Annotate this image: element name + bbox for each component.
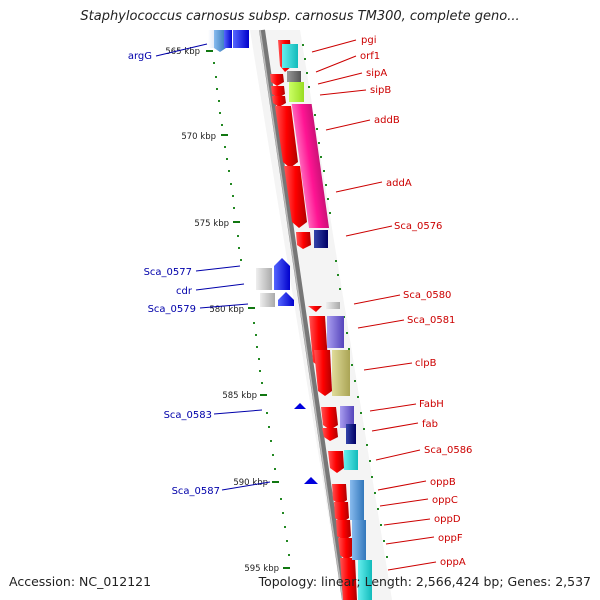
- label-addA: addA: [386, 178, 412, 189]
- gene-Sca_0586-red: [328, 451, 344, 473]
- gene-Sca_0586-cog: [344, 450, 358, 470]
- gene-cdr: [274, 258, 290, 290]
- gene-argG[interactable]: [208, 30, 249, 52]
- ruler-label-590: 590 kbp: [233, 478, 268, 488]
- strand-two-genes[interactable]: [282, 44, 372, 600]
- map-title: Staphylococcus carnosus subsp. carnosus …: [80, 9, 520, 24]
- label-sipA: sipA: [366, 68, 387, 79]
- gene-clpB-cog: [332, 350, 350, 396]
- right-labels: pgi orf1 sipA sipB addB addA Sca_0576 Sc…: [360, 35, 472, 568]
- ruler-ticks-left: [213, 62, 290, 556]
- gene-Sca_0583: [294, 403, 306, 409]
- gene-sipA: [271, 86, 285, 98]
- label-Sca_0587: Sca_0587: [172, 486, 220, 497]
- ruler-label-565: 565 kbp: [165, 47, 200, 57]
- gene-oppD-cog: [352, 520, 366, 560]
- label-oppA: oppA: [440, 557, 466, 568]
- gene-orf1-cog: [287, 71, 301, 82]
- label-Sca_0579: Sca_0579: [148, 304, 196, 315]
- label-clpB: clpB: [415, 358, 437, 369]
- gene-Sca_0580-red: [308, 306, 322, 312]
- gene-oppF-red: [338, 538, 354, 560]
- ruler-label-595: 595 kbp: [244, 564, 279, 574]
- label-Sca_0581: Sca_0581: [407, 315, 455, 326]
- gene-Sca_0576: [296, 232, 311, 249]
- label-Sca_0583: Sca_0583: [164, 410, 212, 421]
- ruler-label-575: 575 kbp: [194, 219, 229, 229]
- gene-oppD-red: [336, 520, 351, 541]
- label-sipB: sipB: [370, 85, 391, 96]
- gene-Sca_0579-grey: [260, 293, 275, 307]
- gene-FabH-cog: [340, 406, 354, 428]
- label-addB: addB: [374, 115, 400, 126]
- label-Sca_0576: Sca_0576: [394, 221, 442, 232]
- left-strand-genes[interactable]: [256, 258, 318, 484]
- gene-Sca_0580-cog: [326, 302, 340, 309]
- gene-fab-red: [322, 428, 338, 441]
- label-fab: fab: [422, 419, 438, 430]
- gene-oppB-red: [332, 484, 347, 505]
- gene-Sca_0579: [278, 292, 294, 306]
- right-leaders: [311, 39, 437, 571]
- gene-addB-cog: [291, 104, 330, 228]
- gene-oppA-cog: [358, 560, 372, 600]
- track-band: [250, 30, 392, 600]
- gene-orf1: [270, 74, 284, 86]
- accession-label: Accession: NC_012121: [9, 574, 152, 589]
- label-oppD: oppD: [434, 514, 461, 525]
- gene-sipB: [272, 96, 286, 107]
- gene-clpB-red: [314, 350, 332, 396]
- strand-one-genes[interactable]: [270, 40, 357, 600]
- ruler-ticks-right: [302, 44, 388, 558]
- gene-Sca_0576-cog: [314, 230, 328, 248]
- gene-addB: [275, 106, 298, 168]
- kbp-ruler: 565 kbp 570 kbp 575 kbp 580 kbp 585 kbp …: [165, 47, 290, 574]
- label-Sca_0577: Sca_0577: [144, 267, 192, 278]
- chromosome-highlight: [259, 29, 344, 600]
- gene-pgi-cog: [282, 44, 298, 68]
- chromosome-line: [259, 29, 348, 600]
- gene-oppB-cog: [350, 480, 364, 520]
- left-leaders: [155, 43, 271, 491]
- ruler-label-570: 570 kbp: [181, 132, 216, 142]
- ruler-label-580: 580 kbp: [209, 305, 244, 315]
- gene-Sca_0587: [304, 477, 318, 484]
- gene-sipB-cog: [289, 82, 304, 102]
- label-oppF: oppF: [438, 533, 463, 544]
- label-Sca_0586: Sca_0586: [424, 445, 472, 456]
- label-cdr: cdr: [176, 286, 193, 297]
- gene-fab-cog: [346, 424, 356, 444]
- gene-addA: [284, 166, 307, 228]
- left-labels: argG Sca_0577 cdr Sca_0579 Sca_0583 Sca_…: [128, 51, 220, 497]
- label-pgi: pgi: [361, 35, 376, 46]
- label-orf1: orf1: [360, 51, 380, 62]
- gene-Sca_0577: [256, 268, 272, 290]
- label-oppB: oppB: [430, 477, 456, 488]
- label-argG: argG: [128, 51, 152, 62]
- label-FabH: FabH: [419, 399, 444, 410]
- gene-FabH-red: [321, 407, 338, 430]
- genome-summary: Topology: linear; Length: 2,566,424 bp; …: [258, 574, 591, 589]
- ruler-label-585: 585 kbp: [222, 391, 257, 401]
- gene-oppC-red: [334, 502, 349, 523]
- label-oppC: oppC: [432, 495, 458, 506]
- gene-oppA-red: [340, 558, 357, 600]
- gene-Sca_0581-cog: [327, 316, 344, 348]
- label-Sca_0580: Sca_0580: [403, 290, 451, 301]
